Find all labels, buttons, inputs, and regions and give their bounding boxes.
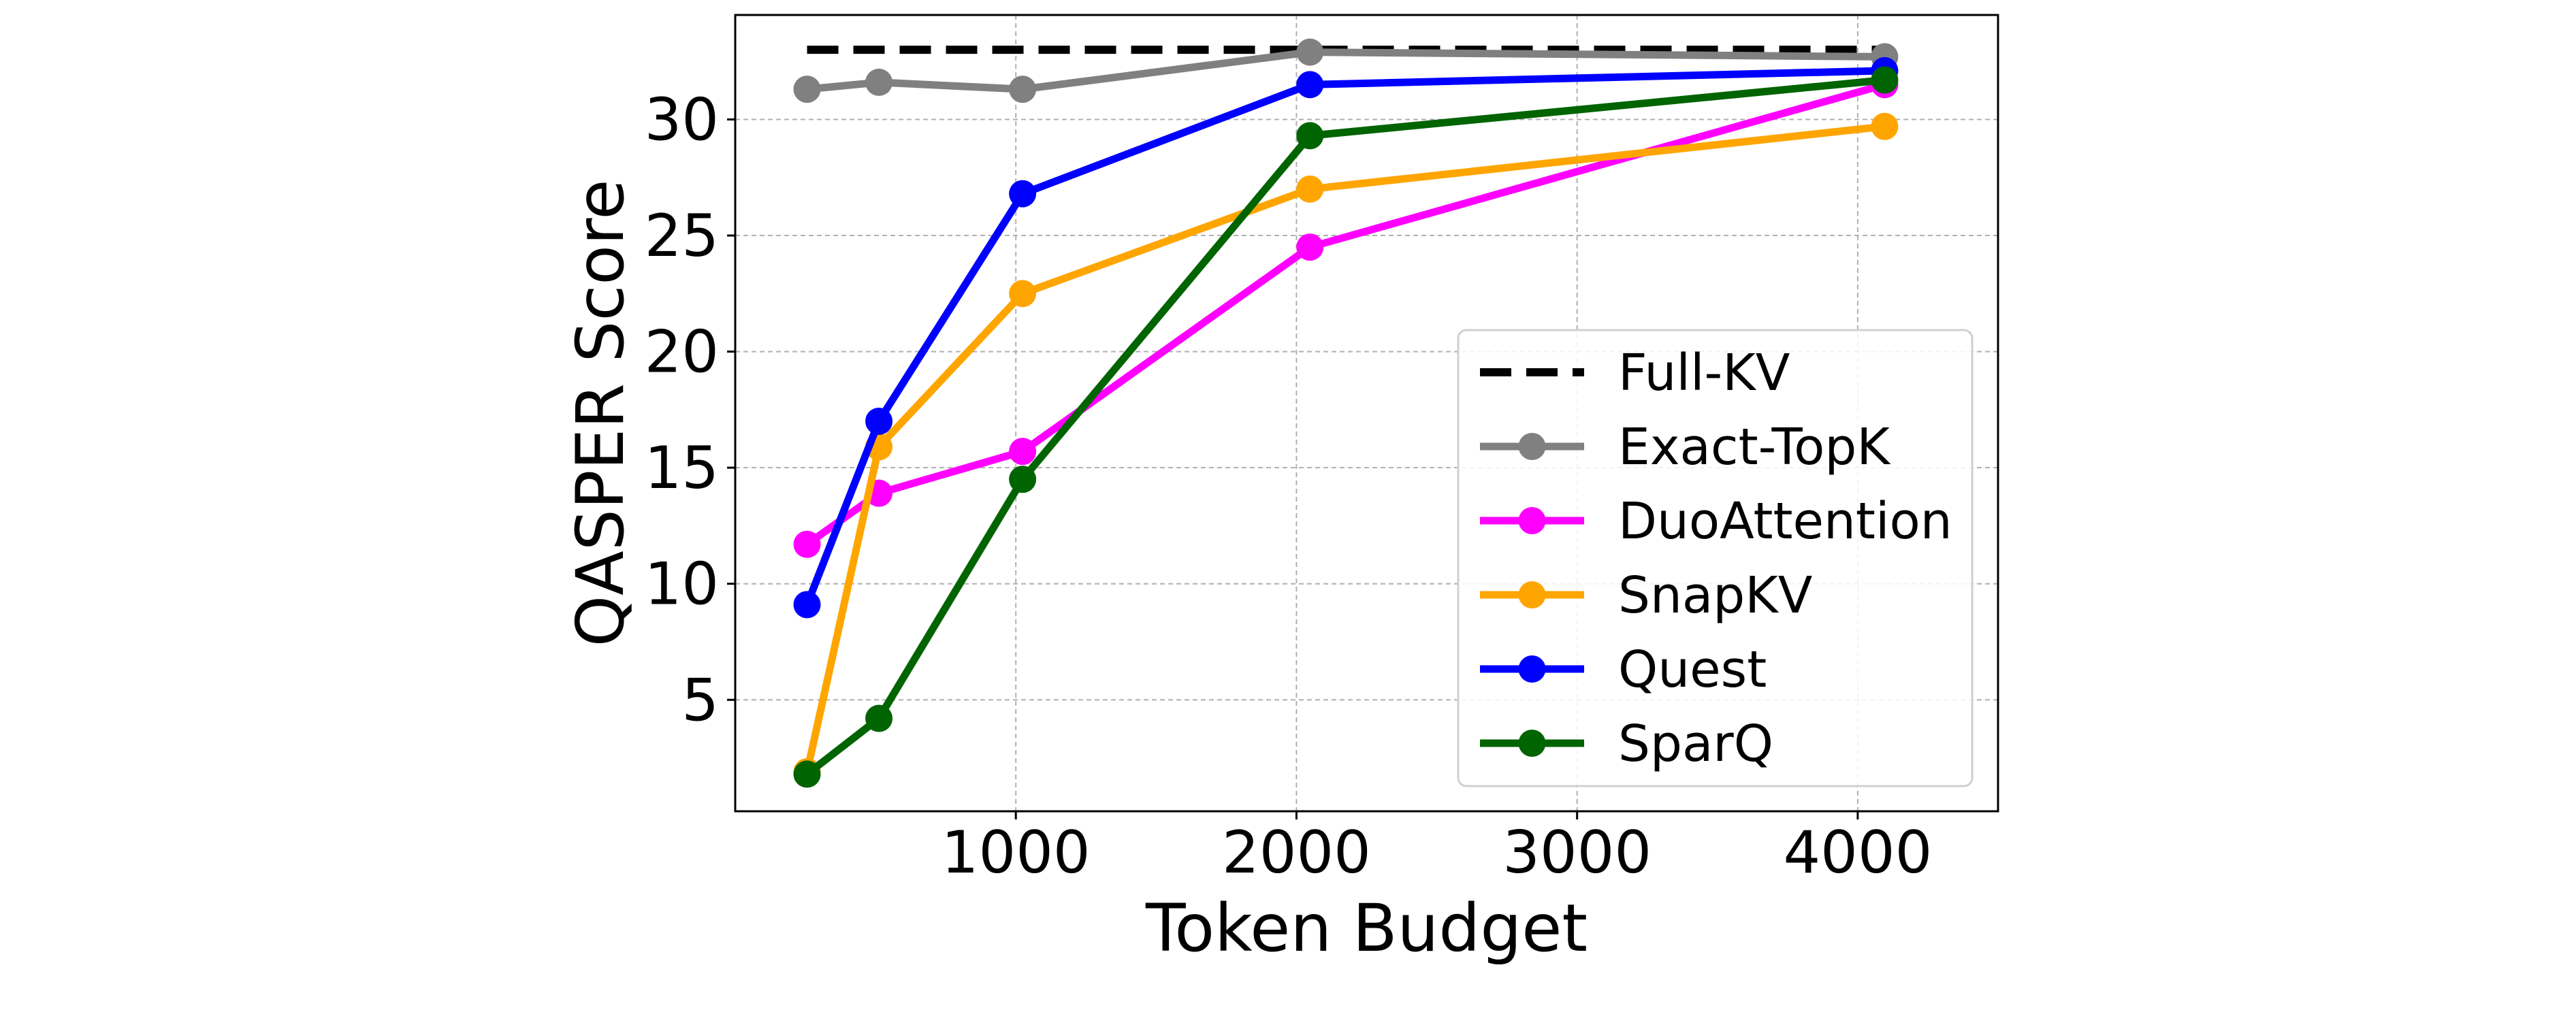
data-point-snapkv <box>1296 175 1324 203</box>
data-point-sparq <box>865 704 893 732</box>
legend-label-full-kv: Full-KV <box>1618 344 1790 402</box>
series-sparq <box>793 66 1899 788</box>
data-point-sparq <box>793 760 821 788</box>
x-tick-label: 3000 <box>1502 819 1652 887</box>
x-tick-label: 2000 <box>1222 819 1371 887</box>
data-point-exact-topk <box>793 76 821 103</box>
legend-label-snapkv: SnapKV <box>1618 566 1813 625</box>
data-point-quest <box>793 591 821 619</box>
series-lines <box>793 38 1899 788</box>
data-point-duoattention <box>1009 438 1037 466</box>
y-axis-label: QASPER Score <box>562 180 639 647</box>
y-tick-label: 20 <box>645 319 719 387</box>
legend-label-sparq: SparQ <box>1618 715 1773 773</box>
data-point-snapkv <box>1009 280 1037 308</box>
x-tick-label: 4000 <box>1783 819 1932 887</box>
legend-entry-quest: Quest <box>1480 640 1767 699</box>
data-point-exact-topk <box>865 68 893 96</box>
y-tick-label: 25 <box>645 202 719 270</box>
y-tick-label: 10 <box>645 551 719 619</box>
legend-marker-duoattention <box>1518 507 1546 534</box>
legend-marker-exact-topk <box>1518 433 1546 460</box>
x-tick-label: 1000 <box>941 819 1091 887</box>
x-axis-label: Token Budget <box>1145 890 1588 966</box>
legend-entry-full-kv: Full-KV <box>1480 344 1790 402</box>
legend-marker-quest <box>1518 655 1546 683</box>
legend-marker-snapkv <box>1518 581 1546 608</box>
y-tick-label: 5 <box>681 666 719 734</box>
data-point-sparq <box>1871 66 1899 94</box>
legend-entry-exact-topk: Exact-TopK <box>1480 418 1891 476</box>
legend-marker-sparq <box>1518 730 1546 757</box>
legend-label-exact-topk: Exact-TopK <box>1618 418 1891 476</box>
legend-box <box>1457 329 1974 787</box>
data-point-quest <box>865 407 893 435</box>
legend-label-duoattention: DuoAttention <box>1618 492 1952 551</box>
plot-frame <box>734 14 1999 813</box>
data-point-quest <box>1296 71 1324 99</box>
data-point-snapkv <box>1871 112 1899 140</box>
data-point-exact-topk <box>1296 38 1324 66</box>
legend-entry-sparq: SparQ <box>1480 715 1773 773</box>
axis-ticks: 1000 2000 3000 4000 5 10 15 20 25 30 <box>645 86 1933 887</box>
legend-label-quest: Quest <box>1618 640 1767 699</box>
data-point-sparq <box>1009 466 1037 493</box>
legend: Full-KV Exact-TopK DuoAttention SnapKV Quest… <box>1457 329 1974 787</box>
legend-entry-snapkv: SnapKV <box>1480 566 1813 625</box>
data-point-quest <box>1009 180 1037 208</box>
y-tick-label: 30 <box>645 86 719 154</box>
data-point-duoattention <box>1296 233 1324 261</box>
data-point-duoattention <box>793 530 821 558</box>
data-point-sparq <box>1296 122 1324 150</box>
data-point-exact-topk <box>1009 76 1037 103</box>
legend-entry-duoattention: DuoAttention <box>1480 492 1952 551</box>
y-tick-label: 15 <box>645 434 719 502</box>
